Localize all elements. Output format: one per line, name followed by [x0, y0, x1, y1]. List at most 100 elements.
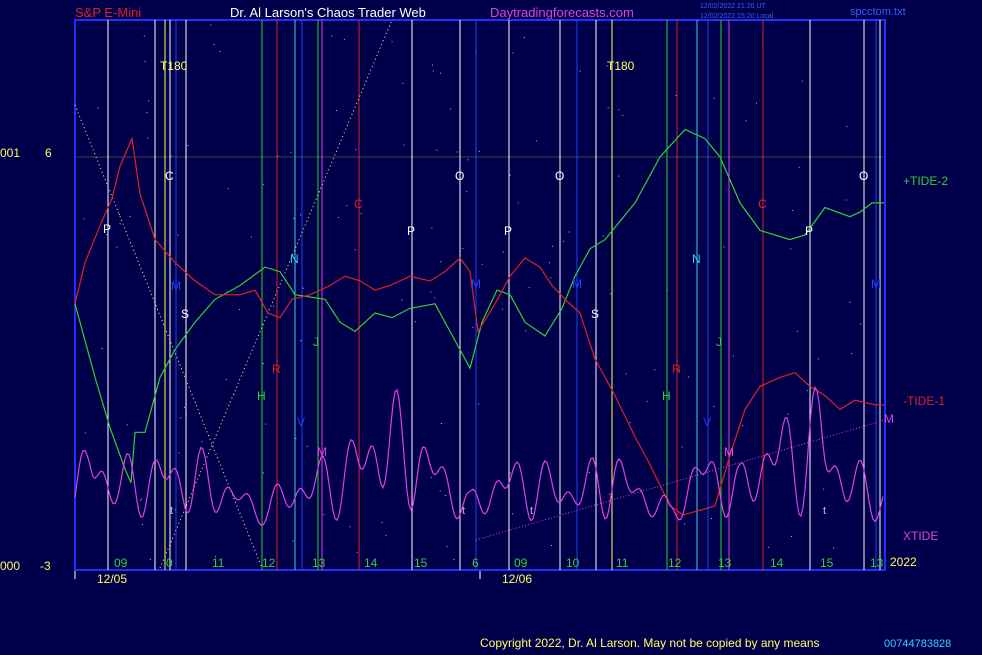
star-dot [219, 51, 221, 52]
star-dot [403, 144, 405, 146]
star-dot [262, 363, 264, 365]
star-dot [146, 112, 148, 114]
event-label: T180 [607, 59, 635, 73]
x-tick-label: 11 [616, 556, 629, 570]
star-dot [238, 309, 240, 310]
star-dot [184, 406, 185, 408]
site-title: Dr. Al Larson's Chaos Trader Web [230, 5, 426, 20]
x-tick-label: 0 [166, 556, 173, 570]
legend-tide-minus: -TIDE-1 [903, 394, 945, 408]
star-dot [745, 120, 747, 122]
star-dot [849, 301, 851, 303]
star-dot [509, 472, 511, 474]
star-dot [292, 540, 294, 542]
xtide-dotted-line [475, 419, 886, 541]
star-dot [436, 149, 438, 151]
star-dot [654, 369, 656, 371]
star-dot [817, 358, 819, 360]
star-dot [684, 523, 686, 525]
event-label: R [272, 362, 281, 376]
star-dot [622, 115, 624, 116]
star-dot [180, 417, 182, 419]
star-dot [512, 513, 514, 515]
y-top-label: 6 [45, 146, 52, 160]
star-dot [798, 166, 800, 168]
footer-code: 00744783828 [884, 638, 951, 650]
star-dot [742, 425, 744, 427]
event-label: V [703, 415, 711, 429]
event-label: C [354, 197, 363, 211]
x-tick-label: 09 [114, 556, 128, 570]
star-dot [625, 373, 627, 375]
star-dot [126, 424, 128, 426]
star-dot [439, 490, 441, 492]
star-dot [481, 263, 483, 265]
star-dot [434, 297, 436, 299]
t-marker: t [170, 505, 173, 517]
star-dot [201, 441, 203, 443]
star-dot [501, 308, 503, 310]
site-url[interactable]: Daytradingforecasts.com [490, 5, 634, 20]
star-dot [551, 545, 552, 546]
star-dot [300, 340, 302, 342]
star-dot [787, 413, 789, 415]
star-dot [568, 231, 570, 233]
star-dot [106, 234, 108, 236]
star-dot [83, 218, 85, 220]
x-tick-label: 14 [770, 556, 784, 570]
x-tick-label: 14 [364, 556, 378, 570]
star-dot [346, 205, 348, 207]
star-dot [119, 223, 121, 225]
star-dot [688, 376, 690, 378]
star-dot [562, 240, 564, 242]
star-dot [478, 150, 480, 152]
star-dot [210, 24, 212, 26]
star-dot [606, 65, 608, 67]
x-tick-label: 13 [312, 556, 326, 570]
event-label: J [716, 335, 722, 349]
star-dot [97, 107, 99, 109]
event-label: C [758, 197, 767, 211]
star-dot [338, 217, 340, 218]
event-label: T180 [160, 59, 188, 73]
star-dot [101, 348, 103, 350]
star-dot [446, 546, 448, 548]
star-dot [148, 100, 149, 102]
star-dot [391, 41, 393, 43]
star-dot [142, 524, 143, 526]
star-dot [550, 277, 552, 279]
star-dot [792, 210, 794, 211]
y-bottom-label: -3 [40, 559, 51, 573]
event-label: S [181, 307, 189, 321]
star-dot [143, 35, 145, 37]
star-dot [170, 155, 172, 157]
star-dot [262, 472, 264, 474]
event-label: V [297, 415, 305, 429]
star-dot [517, 202, 519, 204]
star-dot [450, 108, 451, 110]
plot-frame [74, 19, 886, 571]
star-dot [846, 126, 848, 128]
event-label: H [662, 389, 671, 403]
star-dot [453, 558, 455, 560]
x-date-1: 12/05 [97, 572, 127, 586]
star-dot [402, 82, 404, 84]
star-dot [360, 213, 362, 214]
star-dot [618, 109, 620, 111]
star-dot [225, 379, 227, 381]
star-dot [354, 249, 356, 251]
instrument-title: S&P E-Mini [75, 5, 141, 20]
star-dot [290, 151, 292, 153]
star-dot [415, 321, 417, 323]
event-label: P [805, 224, 813, 238]
star-dot [300, 214, 301, 216]
star-dot [478, 403, 480, 405]
star-dot [535, 140, 537, 142]
star-dot [608, 493, 610, 495]
star-dot [528, 287, 530, 289]
star-dot [467, 159, 469, 161]
event-label: N [290, 252, 299, 266]
end-marker: M [884, 412, 894, 426]
